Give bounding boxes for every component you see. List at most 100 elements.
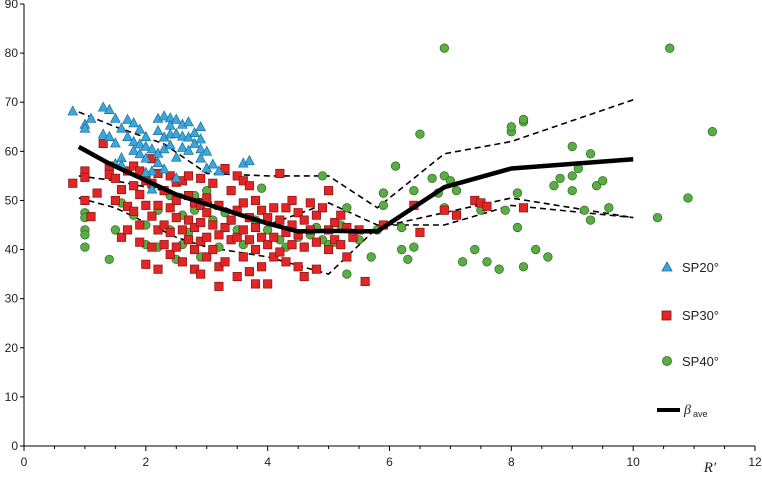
sp40-point	[378, 200, 389, 211]
sp20-point	[146, 165, 158, 176]
sp30-point	[202, 252, 212, 262]
sp30-point	[250, 245, 261, 255]
sp30-point	[293, 262, 303, 272]
sp30-point	[190, 222, 200, 233]
sp30-point	[183, 235, 194, 245]
sp30-point	[299, 215, 309, 225]
sp40-point	[366, 252, 376, 262]
sp30-point	[281, 257, 291, 267]
sp30-point	[135, 237, 145, 247]
sp20-point	[183, 144, 194, 155]
sp20-point	[152, 156, 164, 167]
sp40-point	[397, 244, 407, 255]
sp30-point	[165, 227, 175, 237]
sp30-point	[232, 171, 242, 181]
sp30-point	[153, 264, 163, 274]
sp40-point	[683, 193, 693, 203]
sp30-point	[123, 201, 133, 211]
sp20-point	[140, 152, 152, 163]
legend-circle-icon	[662, 356, 672, 366]
sp20-point	[122, 130, 133, 141]
sp20-point	[128, 144, 140, 155]
sp30-point	[250, 279, 261, 289]
sp20-point	[164, 139, 176, 150]
sp30-point	[68, 178, 78, 188]
sp40-point	[585, 215, 596, 225]
sp30-point	[275, 247, 285, 257]
sp30-point	[269, 203, 279, 213]
sp20-point	[244, 154, 255, 166]
sp30-point	[220, 163, 230, 174]
sp20-point	[140, 166, 152, 177]
sp40-point	[598, 176, 608, 186]
legend-beta-subscript: ave	[693, 409, 708, 419]
sp30-point	[317, 203, 328, 213]
sp30-point	[287, 240, 297, 250]
sp30-point	[208, 245, 218, 255]
sp40-point	[80, 242, 90, 252]
sp40-point	[397, 222, 407, 233]
sp20-point	[146, 143, 158, 154]
sp40-point	[555, 173, 565, 183]
sp30-point	[257, 232, 267, 242]
sp30-point	[159, 220, 169, 230]
sp20-point	[195, 152, 207, 163]
sp30-point	[129, 161, 139, 171]
sp20-point	[152, 124, 164, 136]
sp30-point	[482, 201, 492, 211]
sp40-point	[512, 222, 523, 233]
sp30-point	[110, 173, 120, 183]
sp30-point	[190, 264, 200, 274]
sp40-point	[567, 141, 577, 152]
sp20-point	[103, 130, 115, 141]
sp40-point	[409, 242, 419, 252]
x-tick-label: 10	[626, 455, 640, 469]
sp40-point	[439, 43, 449, 53]
sp40-point	[500, 205, 510, 215]
sp30-point	[305, 198, 315, 208]
sp30-point	[183, 171, 194, 181]
sp30-point	[171, 242, 181, 252]
sp20-point	[134, 123, 146, 134]
sp30-point	[153, 225, 163, 235]
sp30-point	[92, 188, 102, 198]
sp40-point	[256, 183, 267, 193]
x-tick-label: 4	[264, 455, 271, 469]
sp20-point	[158, 163, 170, 174]
x-axis-label: R′	[703, 460, 717, 476]
sp20-point	[97, 128, 109, 139]
average-line	[77, 144, 634, 234]
sp20-point	[134, 148, 146, 159]
y-tick-label: 90	[5, 0, 19, 11]
sp30-point	[147, 211, 157, 221]
sp30-point	[153, 200, 163, 210]
sp40-point	[378, 188, 389, 198]
sp20-point	[170, 151, 182, 162]
sp30-point	[336, 240, 346, 250]
sp40-point	[482, 257, 492, 267]
sp30-point	[244, 235, 254, 245]
sp40-point	[390, 161, 401, 171]
sp30-point	[141, 259, 151, 269]
sp30-point	[147, 242, 157, 252]
sp40-point	[409, 185, 419, 196]
sp30-point	[232, 232, 242, 242]
sp30-point	[238, 225, 248, 235]
sp30-point	[244, 267, 254, 277]
sp30-point	[196, 173, 206, 183]
sp20-point	[134, 138, 146, 149]
sp40-point	[518, 262, 529, 272]
sp30-point	[299, 242, 309, 252]
sp20-point	[176, 141, 188, 152]
legend-triangle-icon	[661, 261, 673, 272]
sp30-point	[287, 195, 297, 205]
envelope-line	[78, 99, 634, 209]
sp20-point	[158, 110, 170, 121]
sp30-point	[330, 235, 340, 245]
sp30-point	[190, 245, 200, 255]
sp30-point	[165, 249, 175, 260]
sp30-point	[214, 281, 224, 291]
sp40-point	[707, 127, 718, 137]
data-points	[67, 43, 718, 291]
sp30-point	[98, 138, 108, 149]
